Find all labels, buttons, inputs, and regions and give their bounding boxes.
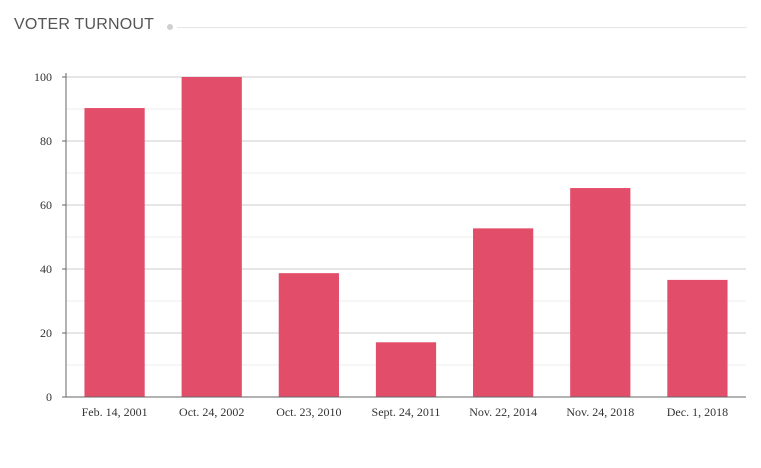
chart-header: VOTER TURNOUT: [14, 8, 747, 42]
x-tick-label: Oct. 23, 2010: [276, 405, 341, 419]
bar: [667, 279, 728, 397]
title-dot-icon: [167, 24, 173, 30]
bar: [181, 77, 242, 397]
y-tick-label: 60: [40, 198, 52, 212]
x-tick-label: Oct. 24, 2002: [179, 405, 244, 419]
bar: [375, 342, 437, 397]
x-tick-label: Feb. 14, 2001: [82, 405, 148, 419]
bar: [84, 108, 145, 397]
y-tick-label: 100: [34, 70, 52, 84]
title-divider: [177, 27, 747, 28]
x-tick-label: Dec. 1, 2018: [667, 405, 728, 419]
bar: [570, 188, 631, 397]
x-tick-label: Sept. 24, 2011: [372, 405, 441, 419]
x-tick-label: Nov. 22, 2014: [469, 405, 537, 419]
bar: [278, 273, 339, 397]
chart-title: VOTER TURNOUT: [14, 16, 155, 33]
bar: [473, 228, 534, 397]
y-tick-label: 0: [46, 390, 52, 404]
x-tick-label: Nov. 24, 2018: [566, 405, 634, 419]
y-tick-label: 80: [40, 134, 52, 148]
y-tick-label: 20: [40, 326, 52, 340]
y-tick-label: 40: [40, 262, 52, 276]
